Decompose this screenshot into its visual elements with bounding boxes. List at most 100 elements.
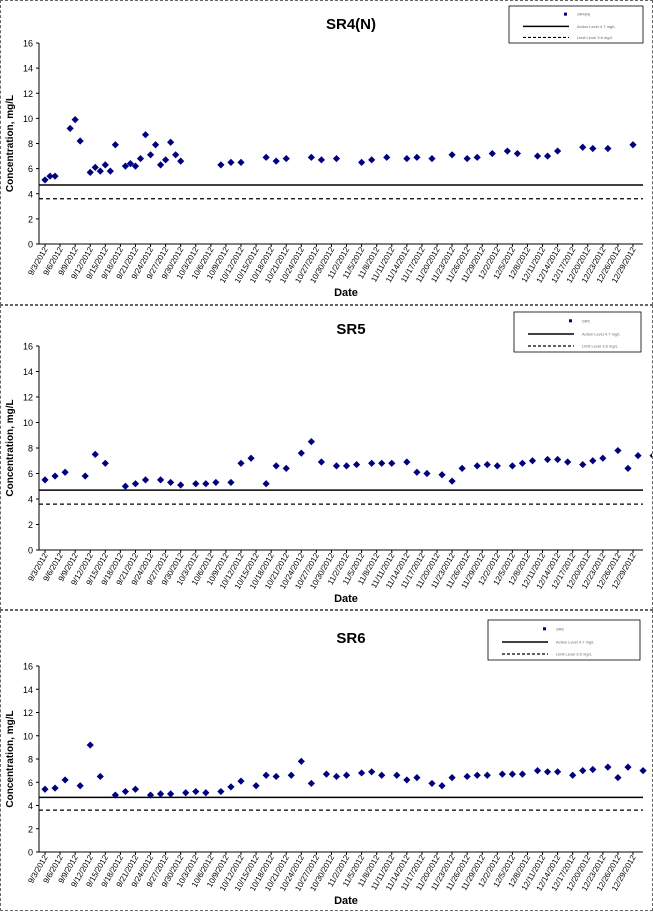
data-point [624,464,632,472]
data-point [282,154,290,163]
data-point [192,480,200,488]
data-point [217,161,225,169]
data-point [403,776,411,784]
chart-panel-sr4n: SR4(N) SR4(N) Action Level 4.7 mg/L Limit L… [0,0,653,305]
data-point [237,777,245,785]
data-point [272,462,280,470]
data-point [463,772,471,781]
data-point [121,482,130,490]
data-point [332,462,341,470]
legend-marker [543,627,546,631]
data-point [493,462,501,470]
data-point [262,153,270,161]
data-point [579,767,587,775]
data-point [162,156,170,164]
y-tick-label: 10 [23,418,33,428]
data-point [91,163,99,171]
y-tick-label: 4 [28,801,33,811]
data-point [156,161,165,169]
y-tick-label: 2 [28,824,33,834]
data-point [71,116,79,124]
data-point [498,770,506,778]
legend-entry: SR4(N) [577,12,591,17]
legend-entry: SR5 [582,318,591,323]
data-point [368,459,376,467]
data-point [554,768,562,776]
y-tick-label: 2 [28,520,33,530]
y-axis-label: Concentration, mg/L [5,399,16,496]
y-tick-label: 10 [23,731,33,741]
x-axis-label: Date [334,895,358,907]
legend-entry: SR6 [556,626,565,631]
y-tick-label: 8 [28,139,33,149]
y-tick-label: 4 [28,189,33,199]
data-point [217,787,225,796]
data-point [508,770,516,778]
data-point [589,457,597,465]
data-point [182,789,190,797]
data-point [639,767,647,775]
legend-marker [569,319,572,323]
data-point [307,438,315,446]
y-tick-label: 4 [28,495,33,505]
data-point [121,787,130,796]
data-point [156,476,165,484]
data-point [448,774,456,782]
data-point [378,459,386,467]
data-point [252,782,260,790]
data-point [172,151,180,159]
data-point [272,772,280,781]
legend-box [508,5,644,44]
data-point [383,153,391,161]
data-point [332,772,341,781]
data-point [473,153,481,161]
y-tick-label: 12 [23,89,33,99]
data-point [212,478,220,487]
data-point [413,153,421,161]
data-point [488,149,496,158]
data-point [46,172,54,180]
data-point [177,481,185,489]
data-point [599,454,607,462]
data-point [513,149,522,158]
data-point [322,770,331,778]
data-point [237,158,245,166]
data-point [649,452,653,460]
y-tick-label: 6 [28,469,33,479]
data-point [96,167,104,175]
data-point [352,460,361,469]
data-point [66,124,74,133]
data-point [86,741,94,749]
data-point [332,154,341,163]
data-point [358,769,366,777]
data-point [76,137,84,145]
data-point [342,771,351,779]
data-point [91,450,99,458]
data-point [192,787,200,796]
legend-entry: Action Level 4.7 mg/L [577,24,616,29]
legend-entry: Limit Level 3.6 mg/L [577,35,614,40]
data-point [202,480,210,488]
data-point [604,144,612,153]
data-point [378,771,386,779]
data-point [101,161,109,169]
data-point [543,152,552,160]
data-point [438,782,446,790]
data-point [393,771,401,779]
data-point [297,757,305,765]
data-point [61,468,69,476]
data-point [473,462,481,470]
y-tick-label: 6 [28,778,33,788]
y-tick-label: 10 [23,114,33,124]
y-tick-label: 12 [23,393,33,403]
legend-entry: Action Level 4.7 mg/L [582,332,621,337]
data-point [227,158,235,166]
data-point [463,154,471,163]
data-point [317,458,326,466]
y-tick-label: 14 [23,367,33,377]
y-tick-label: 14 [23,685,33,695]
legend-marker [564,12,567,16]
data-point [262,480,270,488]
y-tick-label: 16 [23,342,33,352]
data-point [448,477,456,485]
